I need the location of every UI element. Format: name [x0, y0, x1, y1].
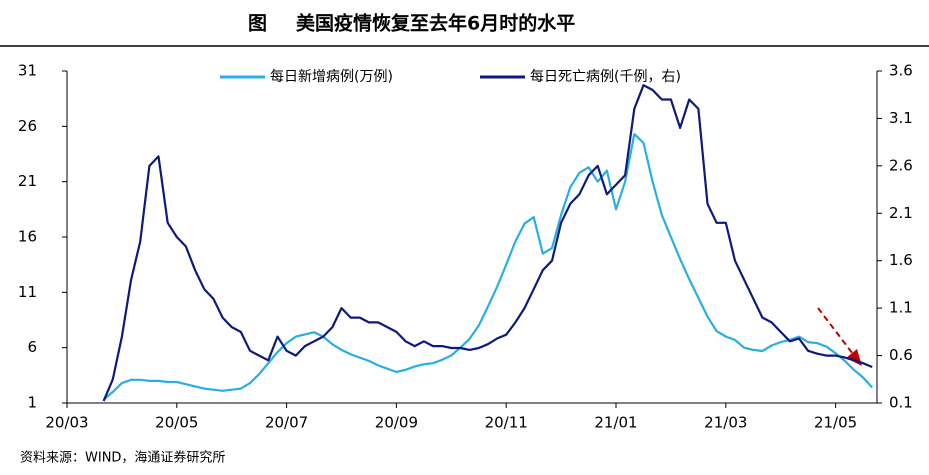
legend-label: 每日死亡病例(千例，右): [530, 69, 681, 85]
y-tick-label: 16: [18, 228, 37, 246]
y-tick-label: 31: [18, 62, 37, 80]
y2-tick-label: 3.1: [889, 109, 913, 127]
trend-arrow: [817, 307, 857, 359]
y2-tick-label: 0.6: [889, 346, 913, 364]
legend-label: 每日新增病例(万例): [270, 69, 393, 85]
y2-tick-label: 1.6: [889, 251, 913, 269]
x-tick-label: 21/01: [594, 414, 637, 432]
y2-tick-label: 2.1: [889, 204, 913, 222]
x-tick-label: 20/09: [375, 414, 418, 432]
y-tick-label: 26: [18, 117, 37, 135]
x-tick-label: 20/11: [485, 414, 528, 432]
y2-tick-label: 3.6: [889, 62, 913, 80]
chart-title: 美国疫情恢复至去年6月时的水平: [296, 12, 575, 35]
x-tick-label: 21/05: [814, 414, 857, 432]
y2-tick-label: 2.6: [889, 156, 913, 174]
series-line: [102, 84, 873, 402]
figure-label: 图: [248, 13, 267, 35]
series-line: [102, 133, 874, 401]
y2-tick-label: 0.1: [889, 394, 913, 412]
y-tick-label: 1: [27, 394, 37, 412]
x-tick-label: 20/03: [45, 414, 88, 432]
y2-tick-label: 1.1: [889, 299, 913, 317]
y-tick-label: 6: [27, 338, 37, 356]
x-tick-label: 20/05: [155, 414, 198, 432]
y-tick-label: 11: [18, 283, 37, 301]
source: 资料来源：WIND，海通证券研究所: [20, 450, 225, 466]
y-tick-label: 21: [18, 172, 37, 190]
x-tick-label: 21/03: [704, 414, 747, 432]
x-tick-label: 20/07: [265, 414, 308, 432]
